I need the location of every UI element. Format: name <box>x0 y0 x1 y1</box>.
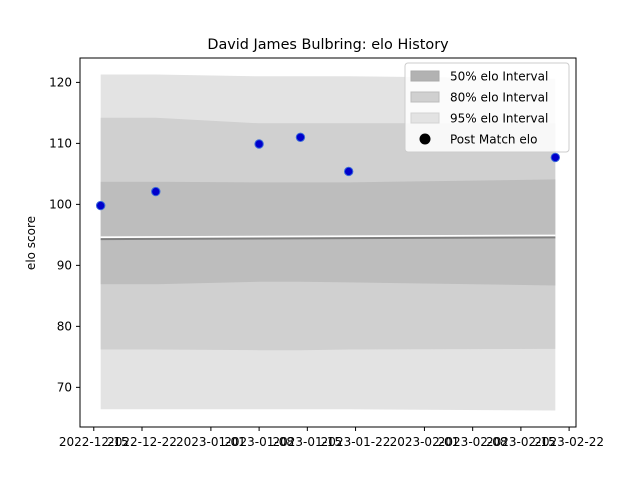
mean-line-layer <box>100 234 556 241</box>
data-point <box>550 152 561 163</box>
x-tick-label: 2023-02-15 <box>486 435 556 449</box>
y-tick-label: 90 <box>57 258 72 272</box>
mean-line-highlight <box>100 234 556 239</box>
plot-frame <box>79 57 577 428</box>
y-tick-label: 120 <box>49 75 72 89</box>
x-tick-label: 2023-02-22 <box>534 435 604 449</box>
legend-label: 80% elo Interval <box>450 91 548 105</box>
chart-title: David James Bulbring: elo History <box>207 37 449 53</box>
y-axis-label: elo score <box>24 216 38 270</box>
legend-swatch-band50 <box>410 70 440 82</box>
mean-line <box>100 236 556 241</box>
legend-label: Post Match elo <box>450 133 537 147</box>
x-tick-label: 2023-02-01 <box>390 435 460 449</box>
legend-swatch-band80 <box>410 91 440 103</box>
data-point <box>254 139 264 149</box>
x-tick-label: 2023-01-15 <box>272 435 342 449</box>
legend-label: 50% elo Interval <box>450 70 548 84</box>
y-tick-label: 70 <box>57 380 72 394</box>
legend: 50% elo Interval 80% elo Interval 95% elo … <box>404 62 570 153</box>
data-point <box>95 200 106 211</box>
legend-marker-point <box>419 133 431 145</box>
legend-box <box>404 62 570 153</box>
legend-label: 95% elo Interval <box>450 112 548 126</box>
x-tick-label: 2023-02-08 <box>438 435 508 449</box>
x-tick-label: 2023-01-22 <box>321 435 391 449</box>
x-tick-label: 2023-01-01 <box>176 435 246 449</box>
data-point <box>295 132 306 142</box>
data-point <box>343 166 354 177</box>
post-match-points <box>95 132 561 211</box>
y-tick-label: 100 <box>49 197 72 211</box>
data-point <box>151 186 161 197</box>
x-tick-label: 2022-12-15 <box>59 435 129 449</box>
x-tick-label: 2023-01-08 <box>224 435 294 449</box>
legend-swatch-band95 <box>410 112 440 124</box>
interval-bands <box>100 74 556 411</box>
x-tick-label: 2022-12-22 <box>107 435 177 449</box>
band-band50 <box>100 179 556 286</box>
y-tick-label: 80 <box>57 319 72 333</box>
y-tick-label: 110 <box>49 136 72 150</box>
